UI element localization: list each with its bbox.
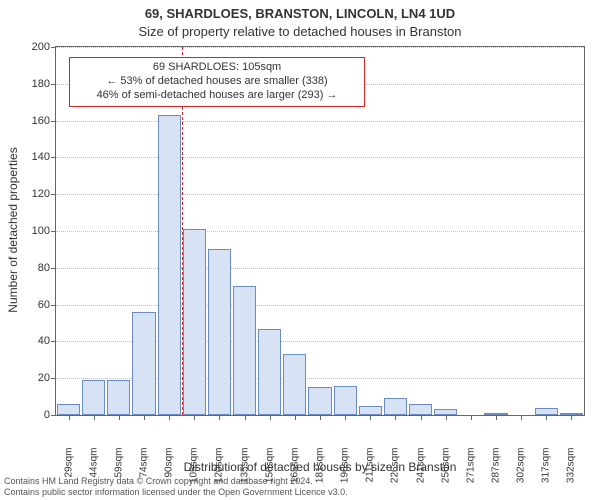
x-tick-mark [421, 416, 422, 420]
histogram-bar [158, 115, 181, 415]
histogram-bar [560, 413, 583, 415]
x-tick-mark [119, 416, 120, 420]
x-tick-mark [370, 416, 371, 420]
histogram-bar [258, 329, 281, 415]
gridline [56, 121, 584, 122]
histogram-bar [384, 398, 407, 415]
gridline [56, 194, 584, 195]
annotation-line: 69 SHARDLOES: 105sqm [76, 61, 358, 75]
x-tick-mark [345, 416, 346, 420]
histogram-bar [409, 404, 432, 415]
y-tick-label: 200 [10, 41, 50, 53]
x-tick-mark [521, 416, 522, 420]
x-tick-mark [219, 416, 220, 420]
histogram-bar [535, 408, 558, 415]
histogram-bar [334, 386, 357, 415]
x-tick-mark [144, 416, 145, 420]
y-tick-label: 100 [10, 225, 50, 237]
x-tick-mark [270, 416, 271, 420]
x-tick-mark [496, 416, 497, 420]
gridline [56, 157, 584, 158]
x-tick-mark [194, 416, 195, 420]
y-tick-label: 180 [10, 78, 50, 90]
x-tick-mark [169, 416, 170, 420]
annotation-line: ← 53% of detached houses are smaller (33… [76, 75, 358, 89]
x-tick-mark [395, 416, 396, 420]
footer-line-1: Contains HM Land Registry data © Crown c… [4, 476, 348, 487]
histogram-bar [434, 409, 457, 415]
x-tick-mark [320, 416, 321, 420]
plot-area: 69 SHARDLOES: 105sqm← 53% of detached ho… [55, 46, 585, 416]
annotation-line: 46% of semi-detached houses are larger (… [76, 89, 358, 103]
title-subtitle: Size of property relative to detached ho… [0, 24, 600, 39]
x-tick-mark [295, 416, 296, 420]
histogram-bar [132, 312, 155, 415]
x-tick-mark [471, 416, 472, 420]
gridline [56, 231, 584, 232]
y-tick-label: 140 [10, 151, 50, 163]
y-tick-label: 60 [10, 299, 50, 311]
y-tick-label: 0 [10, 409, 50, 421]
x-tick-mark [94, 416, 95, 420]
histogram-bar [82, 380, 105, 415]
y-tick-label: 20 [10, 372, 50, 384]
y-tick-label: 80 [10, 262, 50, 274]
x-tick-mark [446, 416, 447, 420]
x-tick-mark [245, 416, 246, 420]
gridline [56, 305, 584, 306]
y-tick-label: 160 [10, 115, 50, 127]
chart-container: 69, SHARDLOES, BRANSTON, LINCOLN, LN4 1U… [0, 0, 600, 500]
histogram-bar [359, 406, 382, 415]
histogram-bar [308, 387, 331, 415]
x-tick-mark [571, 416, 572, 420]
annotation-box: 69 SHARDLOES: 105sqm← 53% of detached ho… [69, 57, 365, 106]
y-tick-label: 120 [10, 188, 50, 200]
histogram-bar [57, 404, 80, 415]
x-axis-title: Distribution of detached houses by size … [55, 460, 585, 474]
y-tick-label: 40 [10, 335, 50, 347]
histogram-bar [233, 286, 256, 415]
title-address: 69, SHARDLOES, BRANSTON, LINCOLN, LN4 1U… [0, 6, 600, 21]
x-tick-mark [546, 416, 547, 420]
histogram-bar [208, 249, 231, 415]
footer-line-2: Contains public sector information licen… [4, 487, 348, 498]
gridline [56, 268, 584, 269]
footer-attribution: Contains HM Land Registry data © Crown c… [4, 476, 348, 498]
histogram-bar [183, 229, 206, 415]
gridline [56, 47, 584, 48]
histogram-bar [484, 413, 507, 415]
histogram-bar [283, 354, 306, 415]
x-tick-mark [69, 416, 70, 420]
histogram-bar [107, 380, 130, 415]
